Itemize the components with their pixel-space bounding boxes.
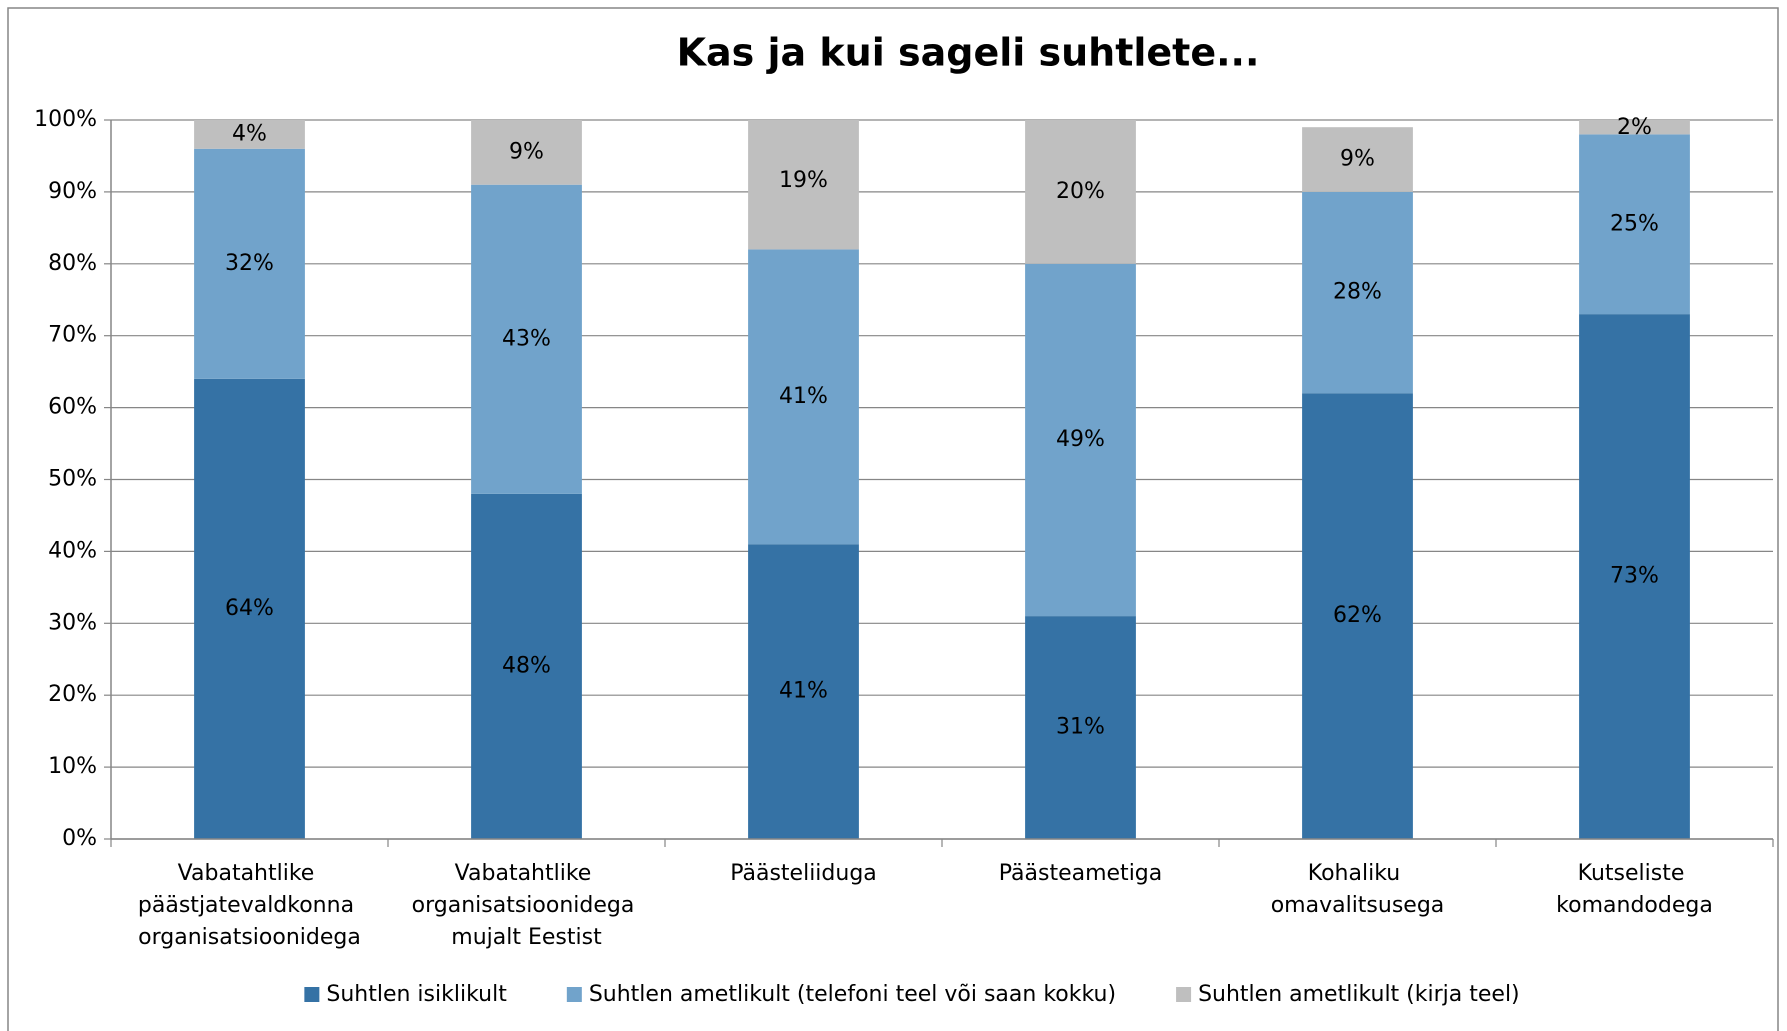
data-label: 41% (779, 679, 828, 704)
data-label: 4% (232, 121, 267, 146)
y-tick-label: 0% (62, 826, 97, 851)
bar-segment (1579, 120, 1690, 135)
bar-segment (748, 120, 859, 250)
data-label: 62% (1333, 603, 1382, 628)
data-label: 48% (502, 653, 551, 678)
y-tick-label: 80% (48, 251, 97, 276)
x-tick-label: Vabatahtlike organisatsioonidega mujalt … (412, 861, 642, 950)
bar-segment (194, 378, 305, 839)
data-label: 43% (502, 326, 551, 351)
x-tick-label: Kohaliku omavalitsusega (1271, 861, 1445, 918)
y-tick-label: 90% (48, 179, 97, 204)
bar-segment (1025, 263, 1136, 617)
data-label: 2% (1617, 115, 1652, 140)
x-tick-label: Kutseliste komandodega (1556, 861, 1713, 918)
y-tick-label: 30% (48, 610, 97, 635)
data-label: 49% (1056, 427, 1105, 452)
data-label: 28% (1333, 280, 1382, 305)
x-tick-label: Päästeliiduga (730, 861, 877, 886)
bar-segment (1302, 127, 1413, 192)
data-label: 73% (1610, 564, 1659, 589)
y-tick-label: 70% (48, 323, 97, 348)
bar-segment (1579, 314, 1690, 839)
legend-label: Suhtlen isiklikult (326, 982, 507, 1007)
legend-swatch (304, 987, 320, 1002)
data-label: 19% (779, 168, 828, 193)
legend-swatch (566, 987, 582, 1002)
data-label: 32% (225, 251, 274, 276)
bar-segment (471, 120, 582, 185)
bar-segment (1579, 134, 1690, 315)
y-tick-label: 100% (34, 107, 97, 132)
y-tick-label: 40% (48, 538, 97, 563)
data-label: 25% (1610, 211, 1659, 236)
legend-label: Suhtlen ametlikult (kirja teel) (1198, 982, 1520, 1007)
bar-segment (471, 184, 582, 494)
data-label: 9% (509, 139, 544, 164)
data-label: 20% (1056, 179, 1105, 204)
plot-area (194, 120, 1690, 839)
bar-segment (194, 120, 305, 149)
data-label: 64% (225, 596, 274, 621)
bar-segment (1302, 191, 1413, 394)
x-tick-label: Vabatahtlike päästjatevaldkonna organisa… (138, 861, 361, 950)
bar-segment (194, 148, 305, 379)
data-label: 31% (1056, 715, 1105, 740)
bar-segment (748, 544, 859, 839)
bar-segment (1025, 120, 1136, 264)
legend-label: Suhtlen ametlikult (telefoni teel või sa… (589, 982, 1116, 1007)
bar-segment (1025, 616, 1136, 839)
bar-segment (748, 249, 859, 545)
bar-segment (1302, 393, 1413, 839)
y-tick-label: 50% (48, 467, 97, 492)
x-tick-label: Päästeametiga (999, 861, 1163, 886)
bar-segment (471, 493, 582, 839)
y-tick-label: 10% (48, 754, 97, 779)
legend-swatch (1176, 987, 1192, 1002)
y-tick-label: 60% (48, 395, 97, 420)
data-label: 41% (779, 384, 828, 409)
y-tick-label: 20% (48, 682, 97, 707)
chart-title: Kas ja kui sageli suhtlete... (677, 31, 1260, 75)
data-label: 9% (1340, 147, 1375, 172)
